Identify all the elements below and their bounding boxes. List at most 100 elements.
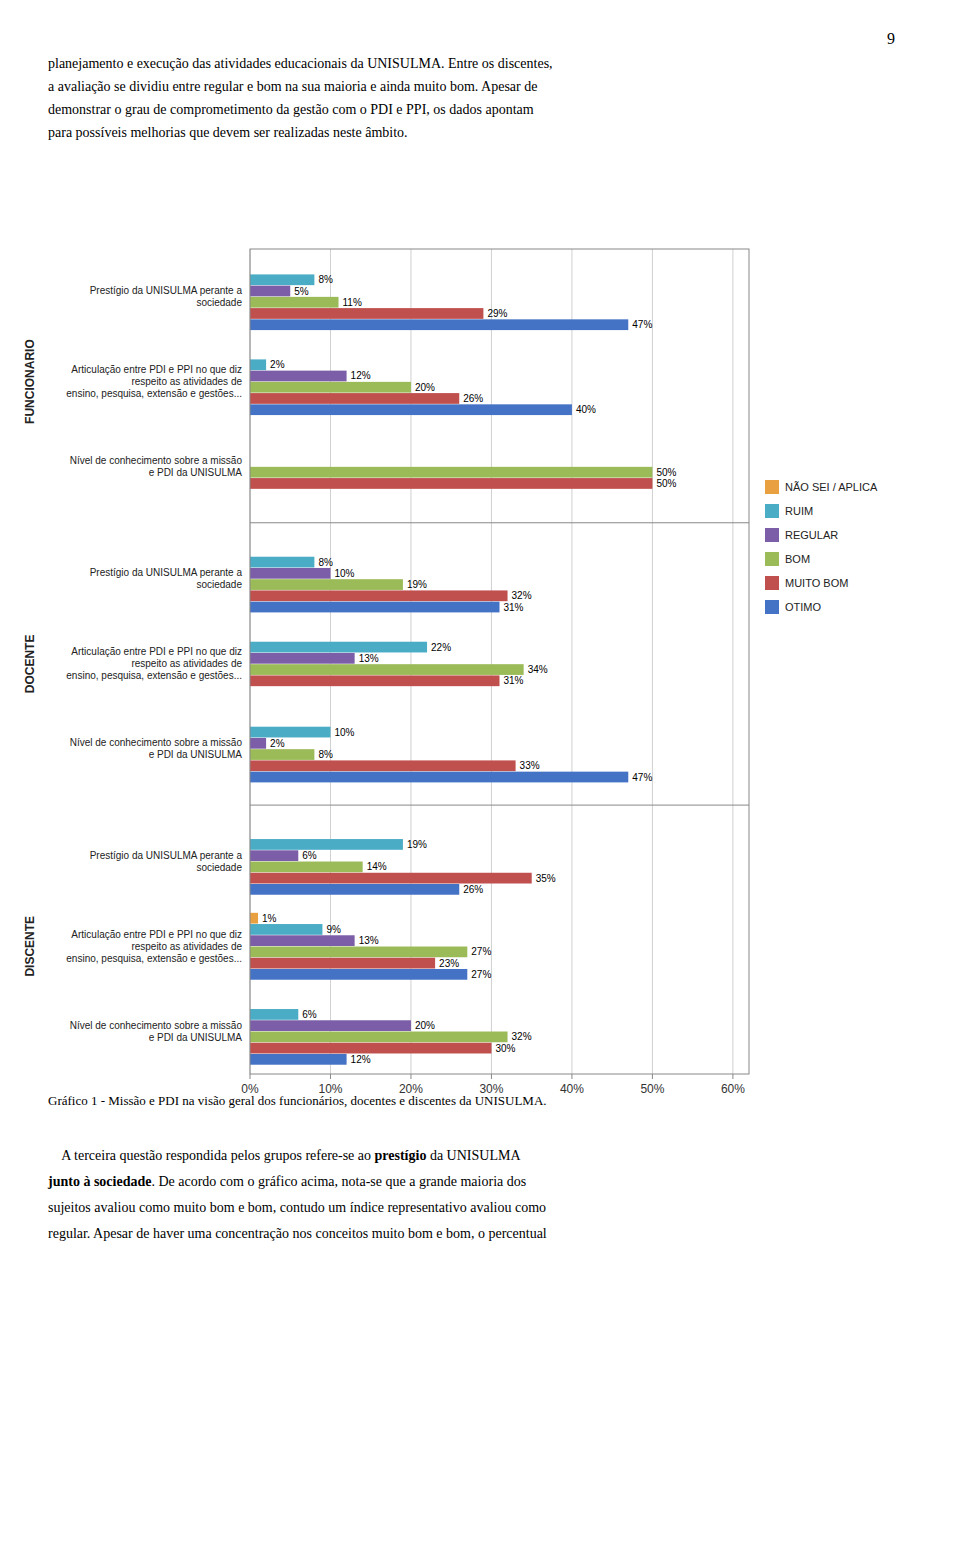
footer-line: A terceira questão respondida pelos grup… bbox=[48, 1148, 521, 1163]
category-label-line: respeito as atividades de bbox=[131, 376, 242, 387]
category-label-line: e PDI da UNISULMA bbox=[149, 749, 243, 760]
data-label: 27% bbox=[471, 969, 491, 980]
data-label: 26% bbox=[463, 393, 483, 404]
legend-label: RUIM bbox=[785, 505, 813, 517]
data-label: 23% bbox=[439, 958, 459, 969]
data-label: 13% bbox=[359, 653, 379, 664]
bar bbox=[250, 602, 500, 613]
group-label: FUNCIONARIO bbox=[23, 339, 37, 424]
data-label: 47% bbox=[632, 319, 652, 330]
category-label-line: ensino, pesquisa, extensão e gestões... bbox=[66, 953, 242, 964]
footer-line: regular. Apesar de haver uma concentraçã… bbox=[48, 1226, 547, 1241]
legend-swatch bbox=[765, 528, 779, 542]
bar bbox=[250, 590, 508, 601]
bars bbox=[250, 274, 652, 1064]
footer-text: da UNISULMA bbox=[426, 1148, 521, 1163]
data-label: 19% bbox=[407, 839, 427, 850]
category-label-line: Prestígio da UNISULMA perante a bbox=[90, 850, 243, 861]
bar bbox=[250, 1054, 347, 1065]
chart: 0%10%20%30%40%50%60%8%5%11%29%47%2%12%20… bbox=[23, 249, 749, 1096]
data-label: 29% bbox=[487, 308, 507, 319]
header-line: demonstrar o grau de comprometimento da … bbox=[48, 102, 534, 117]
data-label: 11% bbox=[343, 297, 362, 308]
bar bbox=[250, 913, 258, 924]
category-label: Nível de conhecimento sobre a missãoe PD… bbox=[70, 1020, 243, 1043]
data-label: 34% bbox=[528, 664, 548, 675]
data-label: 10% bbox=[334, 727, 354, 738]
bar bbox=[250, 839, 403, 850]
bar bbox=[250, 760, 516, 771]
data-label: 31% bbox=[504, 675, 524, 686]
bar bbox=[250, 393, 459, 404]
data-label: 6% bbox=[302, 850, 317, 861]
category-label: Nível de conhecimento sobre a missãoe PD… bbox=[70, 737, 243, 760]
legend-label: REGULAR bbox=[785, 529, 838, 541]
bar bbox=[250, 274, 314, 285]
bar bbox=[250, 1043, 491, 1054]
grid-line bbox=[652, 249, 653, 1074]
data-label: 6% bbox=[302, 1009, 317, 1020]
header-line: a avaliação se dividiu entre regular e b… bbox=[48, 79, 537, 94]
bar bbox=[250, 1032, 508, 1043]
data-label: 27% bbox=[471, 946, 491, 957]
bar bbox=[250, 924, 322, 935]
legend-label: NÃO SEI / APLICA bbox=[785, 481, 878, 493]
bar bbox=[250, 557, 314, 568]
category-label-line: Nível de conhecimento sobre a missão bbox=[70, 1020, 243, 1031]
x-tick bbox=[410, 1074, 411, 1079]
bar bbox=[250, 653, 355, 664]
legend: NÃO SEI / APLICARUIMREGULARBOMMUITO BOMO… bbox=[765, 480, 878, 614]
bar bbox=[250, 568, 330, 579]
x-tick bbox=[571, 1074, 572, 1079]
category-label-line: respeito as atividades de bbox=[131, 658, 242, 669]
bar bbox=[250, 286, 290, 297]
data-label: 32% bbox=[512, 590, 532, 601]
category-label-line: ensino, pesquisa, extensão e gestões... bbox=[66, 670, 242, 681]
data-label: 35% bbox=[536, 873, 556, 884]
bar bbox=[250, 727, 330, 738]
bar bbox=[250, 404, 572, 415]
grid-line bbox=[732, 249, 733, 1074]
legend-label: BOM bbox=[785, 553, 810, 565]
category-label-line: ensino, pesquisa, extensão e gestões... bbox=[66, 388, 242, 399]
bar bbox=[250, 359, 266, 370]
group-label: DISCENTE bbox=[23, 916, 37, 977]
bar bbox=[250, 958, 435, 969]
bar bbox=[250, 850, 298, 861]
data-label: 50% bbox=[656, 467, 676, 478]
category-label-line: sociedade bbox=[196, 579, 242, 590]
bar bbox=[250, 884, 459, 895]
data-label: 47% bbox=[632, 772, 652, 783]
category-label-line: Articulação entre PDI e PPI no que diz bbox=[71, 364, 242, 375]
data-label: 8% bbox=[318, 274, 333, 285]
data-label: 33% bbox=[520, 760, 540, 771]
data-label: 19% bbox=[407, 579, 427, 590]
category-label: Articulação entre PDI e PPI no que dizre… bbox=[66, 364, 242, 399]
x-tick bbox=[732, 1074, 733, 1079]
x-tick-label: 40% bbox=[560, 1082, 584, 1096]
data-label: 40% bbox=[576, 404, 596, 415]
category-label-line: Articulação entre PDI e PPI no que diz bbox=[71, 929, 242, 940]
header-line: para possíveis melhorias que devem ser r… bbox=[48, 125, 408, 140]
legend-swatch bbox=[765, 504, 779, 518]
data-label: 13% bbox=[359, 935, 379, 946]
category-label-line: respeito as atividades de bbox=[131, 941, 242, 952]
bar bbox=[250, 664, 524, 675]
legend-label: OTIMO bbox=[785, 601, 821, 613]
bar bbox=[250, 319, 628, 330]
bar bbox=[250, 371, 347, 382]
bar bbox=[250, 969, 467, 980]
bar bbox=[250, 579, 403, 590]
footer-text: sujeitos avaliou como muito bom e bom, c… bbox=[48, 1200, 546, 1215]
x-tick-label: 60% bbox=[721, 1082, 745, 1096]
category-label-line: Nível de conhecimento sobre a missão bbox=[70, 455, 243, 466]
data-label: 50% bbox=[656, 478, 676, 489]
data-label: 31% bbox=[504, 602, 524, 613]
data-labels: 8%5%11%29%47%2%12%20%26%40%50%50%8%10%19… bbox=[262, 274, 676, 1065]
footer-text: . De acordo com o gráfico acima, nota-se… bbox=[151, 1174, 526, 1189]
bar bbox=[250, 873, 532, 884]
footer-text: regular. Apesar de haver uma concentraçã… bbox=[48, 1226, 547, 1241]
legend-swatch bbox=[765, 576, 779, 590]
footer-text: prestígio bbox=[375, 1148, 427, 1163]
data-label: 22% bbox=[431, 642, 451, 653]
